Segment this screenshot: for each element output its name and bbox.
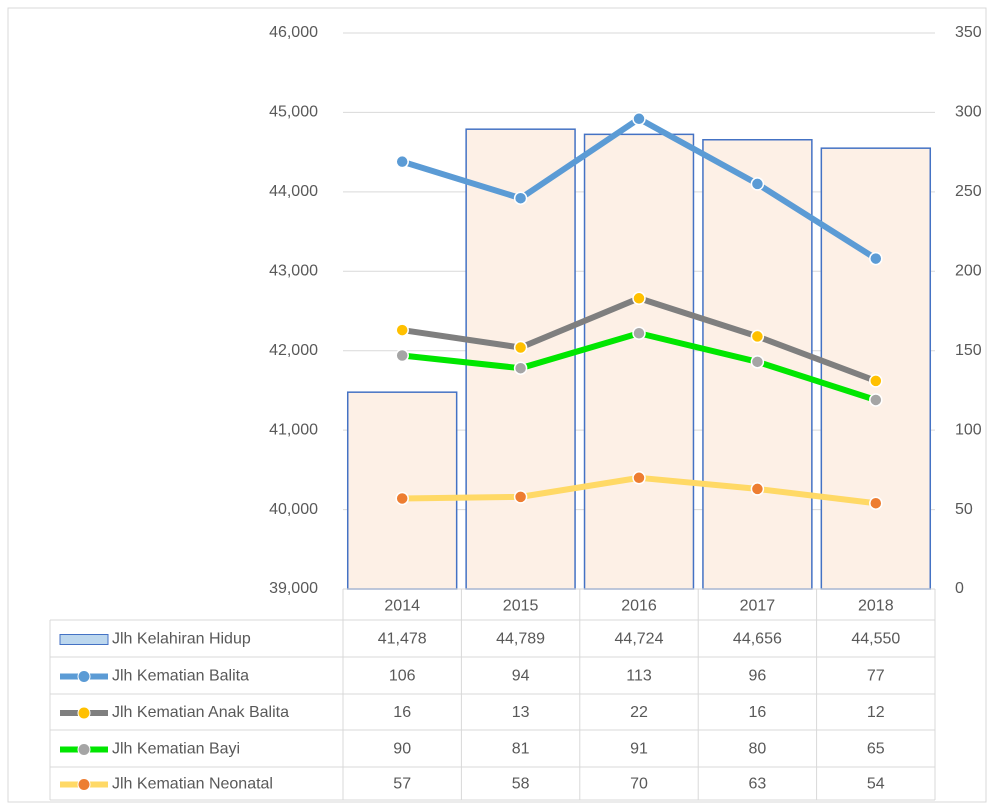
chart: 39,000 40,000 41,000 42,000 43,000 44,000 45,0… bbox=[0, 0, 994, 810]
x-tick-label: 2018 bbox=[858, 598, 894, 615]
legend-label: Jlh Kematian Anak Balita bbox=[112, 704, 289, 721]
table-cell: 41,478 bbox=[378, 631, 427, 648]
y-tick-label: 45,000 bbox=[269, 104, 318, 121]
marker bbox=[633, 472, 645, 484]
table-cell: 44,656 bbox=[733, 631, 782, 648]
bar bbox=[585, 134, 694, 589]
x-tick-label: 2015 bbox=[503, 598, 539, 615]
table-cell: 90 bbox=[393, 741, 411, 758]
table-cell: 65 bbox=[867, 741, 885, 758]
y2-tick-label: 100 bbox=[955, 421, 982, 438]
marker bbox=[396, 156, 408, 168]
legend-label: Jlh Kematian Balita bbox=[112, 668, 249, 685]
legend-label: Jlh Kematian Bayi bbox=[112, 741, 240, 758]
marker bbox=[870, 394, 882, 406]
table-cell: 57 bbox=[393, 776, 411, 793]
table-cell: 96 bbox=[749, 668, 767, 685]
marker bbox=[396, 324, 408, 336]
y2-tick-label: 250 bbox=[955, 183, 982, 200]
y-tick-label: 40,000 bbox=[269, 501, 318, 518]
y2-tick-label: 0 bbox=[955, 580, 964, 597]
legend-label: Jlh Kematian Neonatal bbox=[112, 776, 273, 793]
table-cell: 106 bbox=[389, 668, 416, 685]
marker bbox=[870, 497, 882, 509]
y2-tick-label: 350 bbox=[955, 24, 982, 41]
table-cell: 113 bbox=[626, 668, 652, 685]
y2-tick-label: 200 bbox=[955, 263, 982, 280]
legend-label: Jlh Kelahiran Hidup bbox=[112, 631, 251, 648]
marker bbox=[751, 483, 763, 495]
marker bbox=[633, 327, 645, 339]
marker bbox=[633, 292, 645, 304]
legend-key bbox=[78, 779, 90, 791]
marker bbox=[633, 113, 645, 125]
marker bbox=[396, 492, 408, 504]
table-cell: 13 bbox=[512, 704, 530, 721]
table-cell: 16 bbox=[393, 704, 411, 721]
table-cell: 44,550 bbox=[851, 631, 900, 648]
y-tick-label: 41,000 bbox=[269, 421, 318, 438]
table-cell: 81 bbox=[512, 741, 530, 758]
y-tick-label: 46,000 bbox=[269, 24, 318, 41]
table-cell: 54 bbox=[867, 776, 885, 793]
table-cell: 80 bbox=[749, 741, 767, 758]
marker bbox=[751, 178, 763, 190]
x-tick-label: 2017 bbox=[740, 598, 776, 615]
table-cell: 16 bbox=[749, 704, 767, 721]
table-cell: 70 bbox=[630, 776, 648, 793]
legend-key bbox=[60, 635, 108, 645]
table-cell: 63 bbox=[749, 776, 767, 793]
table-cell: 12 bbox=[867, 704, 885, 721]
table-cell: 44,724 bbox=[615, 631, 664, 648]
marker bbox=[870, 253, 882, 265]
marker bbox=[515, 342, 527, 354]
marker bbox=[396, 349, 408, 361]
legend-key bbox=[78, 707, 90, 719]
y-tick-label: 42,000 bbox=[269, 342, 318, 359]
marker bbox=[751, 330, 763, 342]
table-cell: 22 bbox=[630, 704, 648, 721]
y2-tick-label: 150 bbox=[955, 342, 982, 359]
table-cell: 91 bbox=[630, 741, 648, 758]
table-cell: 94 bbox=[512, 668, 530, 685]
table-cell: 44,789 bbox=[496, 631, 545, 648]
y-tick-label: 44,000 bbox=[269, 183, 318, 200]
legend-key bbox=[78, 744, 90, 756]
y-tick-label: 39,000 bbox=[269, 580, 318, 597]
marker bbox=[515, 362, 527, 374]
marker bbox=[515, 192, 527, 204]
x-tick-label: 2014 bbox=[384, 598, 420, 615]
marker bbox=[870, 375, 882, 387]
legend-key bbox=[78, 671, 90, 683]
y2-tick-label: 300 bbox=[955, 104, 982, 121]
marker bbox=[751, 356, 763, 368]
marker bbox=[515, 491, 527, 503]
x-tick-label: 2016 bbox=[621, 598, 657, 615]
table-cell: 58 bbox=[512, 776, 530, 793]
y2-tick-label: 50 bbox=[955, 501, 973, 518]
bar bbox=[348, 392, 457, 589]
table-cell: 77 bbox=[867, 668, 885, 685]
y-tick-label: 43,000 bbox=[269, 263, 318, 280]
